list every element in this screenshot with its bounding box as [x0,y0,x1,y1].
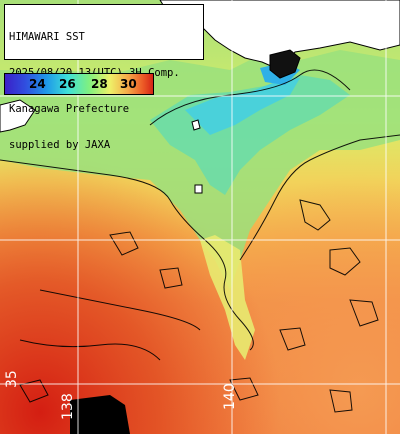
lon-label-140: 140 [222,383,238,410]
info-region: Kanagawa Prefecture [9,103,130,115]
lon-label-138: 138 [60,393,76,420]
no-data-area [70,395,130,434]
island-small [194,184,203,194]
lat-label-35: 35 [4,370,20,388]
info-source: supplied by JAXA [9,139,111,151]
land-west [0,99,36,133]
legend-label-28: 28 [91,77,108,91]
legend-label-24: 24 [29,77,46,91]
legend-label-30: 30 [120,77,137,91]
island-izu [191,119,201,131]
legend-colorbar [5,74,153,94]
land-bay [269,49,301,79]
legend-label-26: 26 [59,77,76,91]
info-box: HIMAWARI SST 2025/08/20 13(UTC) 3H Comp.… [4,4,204,151]
info-title: HIMAWARI SST [9,31,85,43]
color-legend: 24 26 28 30 [4,73,154,95]
